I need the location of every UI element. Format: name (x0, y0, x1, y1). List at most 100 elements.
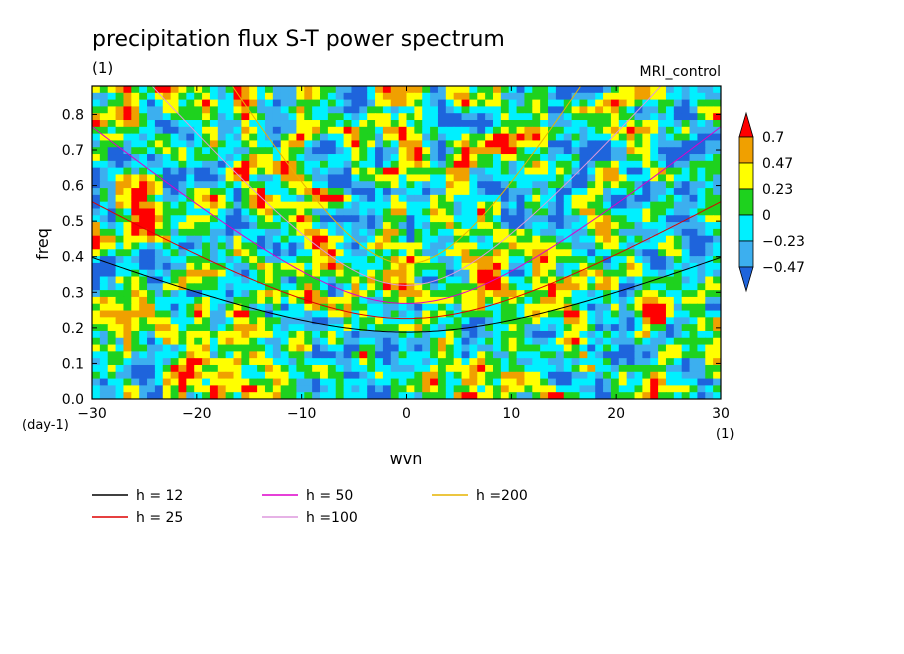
field-cell (437, 174, 447, 182)
field-cell (689, 86, 699, 94)
field-cell (555, 392, 565, 399)
field-cell (367, 269, 376, 278)
field-cell (430, 385, 439, 393)
field-cell (524, 133, 533, 142)
field-cell (548, 269, 557, 278)
field-cell (618, 330, 628, 339)
field-cell (280, 113, 290, 121)
field-cell (445, 303, 455, 312)
field-cell (579, 235, 588, 244)
field-cell (382, 228, 392, 237)
field-cell (508, 256, 518, 264)
field-cell (131, 283, 140, 291)
field-cell (343, 215, 353, 223)
field-cell (626, 290, 636, 298)
field-cell (705, 208, 714, 216)
field-cell (524, 208, 533, 216)
field-cell (571, 358, 581, 366)
field-cell (579, 133, 588, 142)
field-cell (571, 188, 581, 196)
field-cell (107, 256, 117, 264)
field-cell (587, 222, 596, 230)
field-cell (673, 126, 683, 135)
field-cell (272, 378, 282, 386)
field-cell (186, 358, 195, 366)
field-cell (162, 120, 172, 128)
field-cell (587, 126, 596, 135)
field-cell (272, 269, 282, 278)
field-cell (382, 126, 392, 135)
field-cell (461, 133, 470, 142)
field-cell (398, 283, 408, 291)
field-cell (642, 126, 651, 135)
field-cell (351, 364, 360, 373)
field-cell (697, 86, 706, 94)
field-cell (359, 290, 368, 298)
field-cell (115, 351, 125, 359)
field-cell (492, 147, 502, 155)
field-cell (713, 92, 721, 101)
field-cell (249, 310, 258, 318)
field-cell (665, 303, 675, 312)
field-cell (548, 351, 557, 359)
field-cell (288, 201, 298, 210)
field-cell (610, 378, 620, 386)
field-cell (264, 215, 274, 223)
field-cell (335, 276, 345, 284)
field-cell (713, 208, 721, 216)
field-cell (532, 201, 541, 210)
field-cell (571, 310, 581, 318)
field-cell (485, 303, 494, 312)
field-cell (548, 154, 557, 162)
field-cell (288, 364, 298, 373)
field-cell (327, 330, 337, 339)
field-cell (147, 160, 156, 169)
field-cell (217, 303, 227, 312)
field-cell (603, 296, 612, 305)
field-cell (280, 276, 290, 284)
field-cell (540, 92, 549, 101)
field-cell (375, 201, 384, 210)
field-cell (139, 154, 148, 162)
field-cell (327, 290, 337, 298)
field-cell (705, 147, 714, 155)
field-cell (241, 133, 250, 142)
field-cell (618, 392, 628, 399)
field-cell (532, 228, 541, 237)
field-cell (469, 364, 478, 373)
field-cell (375, 371, 384, 380)
field-cell (634, 392, 643, 399)
field-cell (249, 167, 258, 176)
field-cell (99, 215, 109, 223)
field-cell (296, 276, 305, 284)
field-cell (461, 222, 470, 230)
field-cell (579, 140, 588, 148)
field-cell (375, 208, 384, 216)
field-cell (665, 262, 675, 271)
field-cell (508, 310, 518, 318)
field-cell (382, 310, 392, 318)
field-cell (681, 126, 691, 135)
field-cell (461, 317, 470, 325)
field-cell (375, 249, 384, 257)
field-cell (241, 106, 250, 114)
field-cell (563, 174, 573, 182)
field-cell (689, 385, 699, 393)
field-cell (375, 92, 384, 101)
field-cell (312, 140, 321, 148)
field-cell (99, 358, 109, 366)
field-cell (689, 351, 699, 359)
field-cell (304, 310, 313, 318)
field-cell (335, 249, 345, 257)
field-cell (351, 324, 360, 332)
field-cell (634, 126, 643, 135)
field-cell (359, 201, 368, 210)
field-cell (524, 385, 533, 393)
field-cell (516, 337, 526, 346)
field-cell (713, 126, 721, 135)
field-cell (359, 330, 368, 339)
field-cell (343, 296, 353, 305)
field-cell (579, 86, 588, 94)
field-cell (610, 99, 620, 108)
field-cell (603, 392, 612, 399)
